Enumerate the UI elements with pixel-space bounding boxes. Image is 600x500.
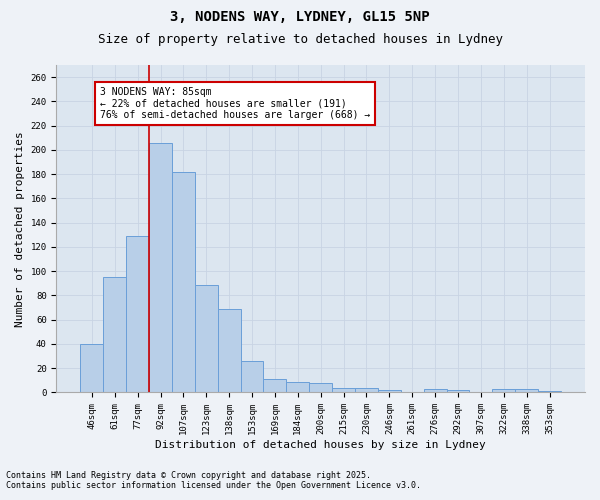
Bar: [493, 389, 515, 392]
Bar: [515, 389, 538, 392]
Text: 3, NODENS WAY, LYDNEY, GL15 5NP: 3, NODENS WAY, LYDNEY, GL15 5NP: [170, 10, 430, 24]
Text: 3 NODENS WAY: 85sqm
← 22% of detached houses are smaller (191)
76% of semi-detac: 3 NODENS WAY: 85sqm ← 22% of detached ho…: [100, 87, 370, 120]
Text: Contains HM Land Registry data © Crown copyright and database right 2025.
Contai: Contains HM Land Registry data © Crown c…: [6, 470, 421, 490]
Bar: [286, 382, 309, 392]
Y-axis label: Number of detached properties: Number of detached properties: [15, 131, 25, 326]
Bar: [424, 389, 446, 392]
Bar: [172, 172, 195, 392]
Bar: [80, 344, 103, 393]
Bar: [126, 236, 149, 392]
Bar: [103, 278, 126, 392]
Bar: [241, 361, 263, 392]
X-axis label: Distribution of detached houses by size in Lydney: Distribution of detached houses by size …: [155, 440, 486, 450]
Text: Size of property relative to detached houses in Lydney: Size of property relative to detached ho…: [97, 32, 503, 46]
Bar: [263, 379, 286, 392]
Bar: [446, 390, 469, 392]
Bar: [309, 383, 332, 392]
Bar: [332, 388, 355, 392]
Bar: [149, 142, 172, 392]
Bar: [355, 388, 378, 392]
Bar: [378, 390, 401, 392]
Bar: [195, 284, 218, 393]
Bar: [218, 309, 241, 392]
